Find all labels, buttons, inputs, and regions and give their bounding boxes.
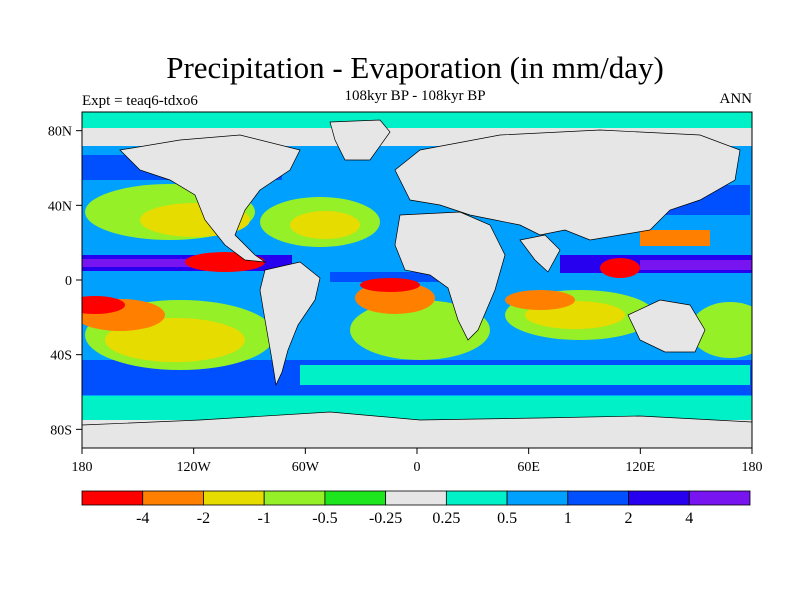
lon-tick-label: 60W (292, 460, 320, 475)
colorbar-label: -0.5 (312, 510, 337, 527)
map-title: Precipitation - Evaporation (in mm/day) (166, 50, 664, 85)
lat-tick-label: 80N (48, 125, 72, 140)
lat-tick-label: 40S (50, 349, 72, 364)
pacific-itcz-core (82, 259, 202, 267)
africa (394, 211, 506, 341)
lon-tick-label: 0 (414, 460, 421, 475)
australia (627, 299, 706, 353)
colorbar-swatch (445, 490, 508, 506)
lat-tick-label: 80S (50, 423, 72, 438)
map-panel (81, 111, 753, 449)
colorbar-swatch (385, 490, 447, 506)
lon-tick-label: 180 (72, 460, 93, 475)
eurasia (394, 129, 741, 241)
lon-tick-label: 120E (626, 460, 656, 475)
latitude-axis: 80N 40N 0 40S 80S (48, 125, 82, 438)
lat-tick-label: 0 (65, 274, 72, 289)
colorbar-label: -4 (136, 510, 149, 527)
lat-tick-label: 40N (48, 199, 72, 214)
atlantic-itcz (330, 272, 440, 282)
na-subtropics-core (290, 211, 360, 239)
colorbar-swatch (628, 490, 690, 506)
colorbar-label: -0.25 (369, 510, 402, 527)
north-america (119, 134, 301, 263)
colorbar-label: 0.5 (497, 510, 517, 527)
lon-tick-label: 120W (177, 460, 212, 475)
lon-tick-label: 180 (742, 460, 763, 475)
season-label: ANN (719, 91, 753, 107)
colorbar-swatch (506, 490, 569, 506)
colorbar-swatch (203, 490, 265, 506)
so-band-2 (300, 365, 750, 385)
wp-itcz-core (640, 260, 752, 270)
greenland (329, 119, 391, 161)
io-dry-zone (600, 258, 640, 278)
colorbar: -4 -2 -1 -0.5 -0.25 0.25 0.5 1 2 4 (81, 490, 751, 527)
field-layer (82, 112, 752, 448)
experiment-label: Expt = teaq6-tdxo6 (82, 93, 198, 109)
longitude-axis: 180 120W 60W 0 60E 120E 180 (72, 448, 763, 475)
sw-pacific-subtropics (690, 302, 752, 358)
sp-dry-zone (82, 296, 125, 314)
colorbar-swatch (324, 490, 387, 506)
colorbar-swatch (81, 490, 144, 506)
colorbar-swatch (567, 490, 629, 506)
antarctica (82, 411, 752, 448)
colorbar-swatch (142, 490, 204, 506)
colorbar-swatch (263, 490, 326, 506)
si-subtropics-max (505, 290, 575, 310)
colorbar-label: 4 (685, 510, 693, 527)
sa-subtropics (350, 300, 490, 360)
map-subtitle: 108kyr BP - 108kyr BP (344, 88, 486, 104)
lon-tick-label: 60E (517, 460, 540, 475)
colorbar-label: -2 (197, 510, 210, 527)
colorbar-label: 1 (564, 510, 572, 527)
nwp-dry-zone (640, 230, 710, 246)
india (519, 234, 561, 273)
sa-dry-zone (360, 278, 420, 292)
colorbar-label: -1 (258, 510, 271, 527)
colorbar-swatch (688, 490, 751, 506)
colorbar-label: 0.25 (432, 510, 460, 527)
south-america (259, 261, 321, 387)
colorbar-label: 2 (625, 510, 633, 527)
